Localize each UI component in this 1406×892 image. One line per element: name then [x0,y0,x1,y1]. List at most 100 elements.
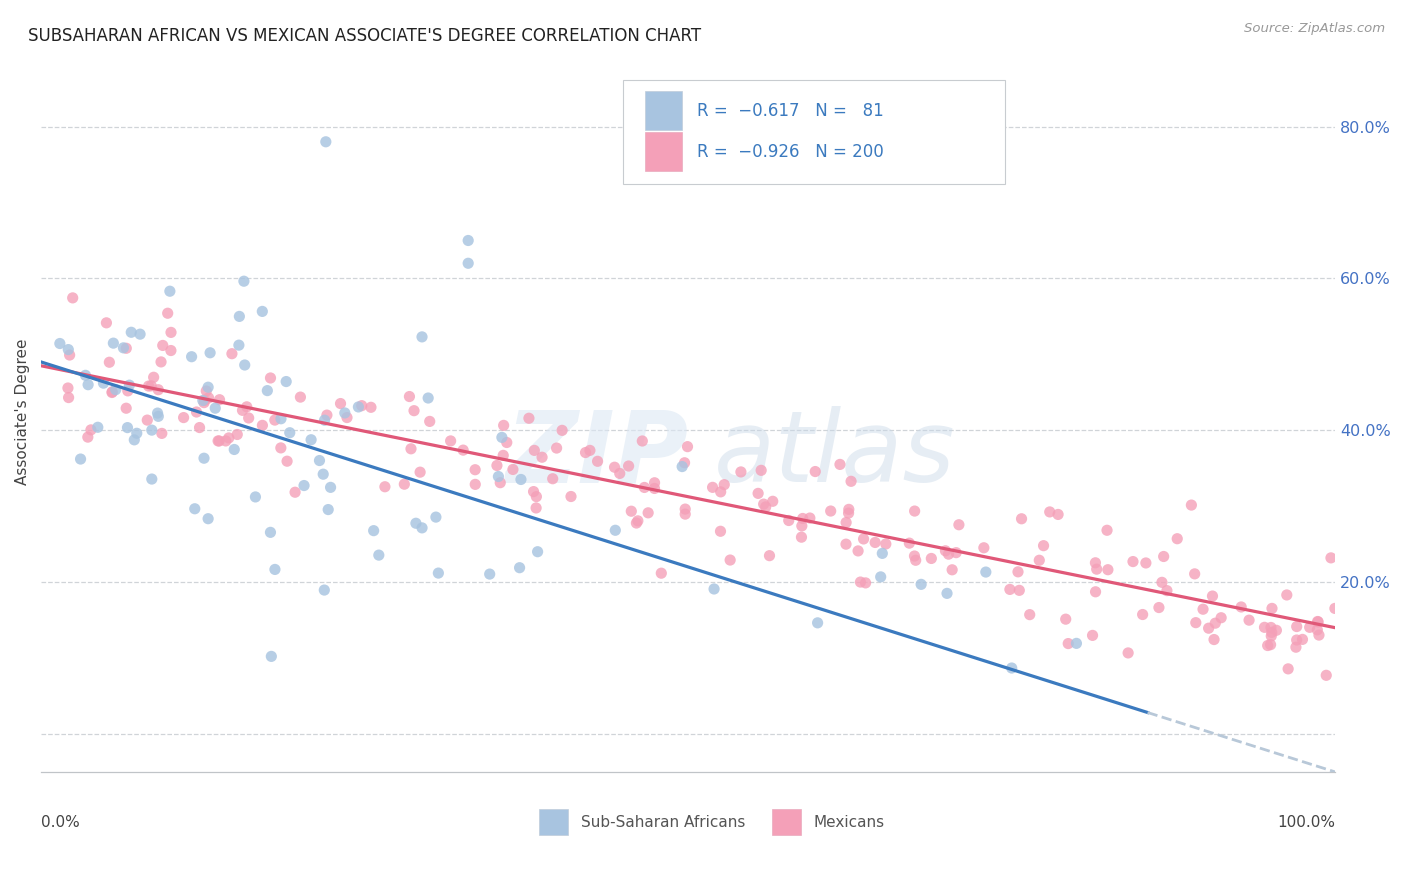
Point [270,411,292,425]
Point [451,443,474,458]
Point [605,523,627,537]
Point [495,435,517,450]
Point [360,401,382,415]
Point [284,485,307,500]
Point [627,514,650,528]
Point [486,469,509,483]
Point [62,291,84,305]
Point [350,399,373,413]
Point [75,368,97,383]
Point [77,377,100,392]
Point [59,348,82,362]
Point [402,403,425,417]
Point [69,452,91,467]
Point [118,378,141,392]
Point [208,434,231,448]
Point [560,490,582,504]
Point [276,454,298,468]
Text: Source: ZipAtlas.com: Source: ZipAtlas.com [1244,22,1385,36]
Point [650,566,672,581]
Point [150,426,173,441]
Point [76,430,98,444]
Point [156,306,179,320]
Point [492,418,515,433]
Point [238,411,260,425]
Point [464,463,486,477]
Point [87,420,110,434]
Text: Mexicans: Mexicans [814,815,884,830]
Point [1095,523,1118,537]
Point [702,480,724,494]
Point [314,413,336,427]
Point [186,405,208,419]
Point [173,410,195,425]
Point [292,478,315,492]
Point [510,473,533,487]
Point [347,400,370,414]
Point [188,420,211,434]
Point [104,383,127,397]
Point [1260,638,1282,652]
Point [948,517,970,532]
Point [195,384,218,398]
Point [260,649,283,664]
Point [228,338,250,352]
Point [333,406,356,420]
Point [671,459,693,474]
Point [103,336,125,351]
Point [709,524,731,539]
Point [820,504,842,518]
Point [875,537,897,551]
Point [411,330,433,344]
Point [526,545,548,559]
Point [1320,550,1343,565]
Point [838,506,860,520]
Point [1260,629,1282,643]
Point [1261,625,1284,640]
Point [903,549,925,563]
Point [489,475,512,490]
Point [852,532,875,546]
Point [676,440,699,454]
Point [256,384,278,398]
Point [457,234,479,248]
Point [626,516,648,530]
Point [224,442,246,457]
Point [974,565,997,579]
Point [1007,565,1029,579]
Point [1150,575,1173,590]
Point [148,409,170,424]
Point [1180,498,1202,512]
Point [236,400,259,414]
Point [336,410,359,425]
Point [58,343,80,357]
Point [792,511,814,525]
Point [308,453,330,467]
Point [579,443,602,458]
Point [124,433,146,447]
Point [1253,620,1275,634]
Point [159,284,181,298]
Point [1261,601,1284,615]
Point [1018,607,1040,622]
Point [252,418,274,433]
Point [208,392,231,407]
Text: R =  −0.926   N = 200: R = −0.926 N = 200 [697,143,884,161]
Point [522,484,544,499]
Point [464,477,486,491]
Point [115,341,138,355]
Point [184,501,207,516]
Point [1011,512,1033,526]
Point [1084,584,1107,599]
Point [427,566,450,580]
Point [270,441,292,455]
Point [232,274,254,288]
Point [146,406,169,420]
Point [138,379,160,393]
Point [904,553,927,567]
Point [531,450,554,465]
Point [152,338,174,352]
Point [129,327,152,342]
Point [191,393,214,408]
Point [399,442,422,456]
